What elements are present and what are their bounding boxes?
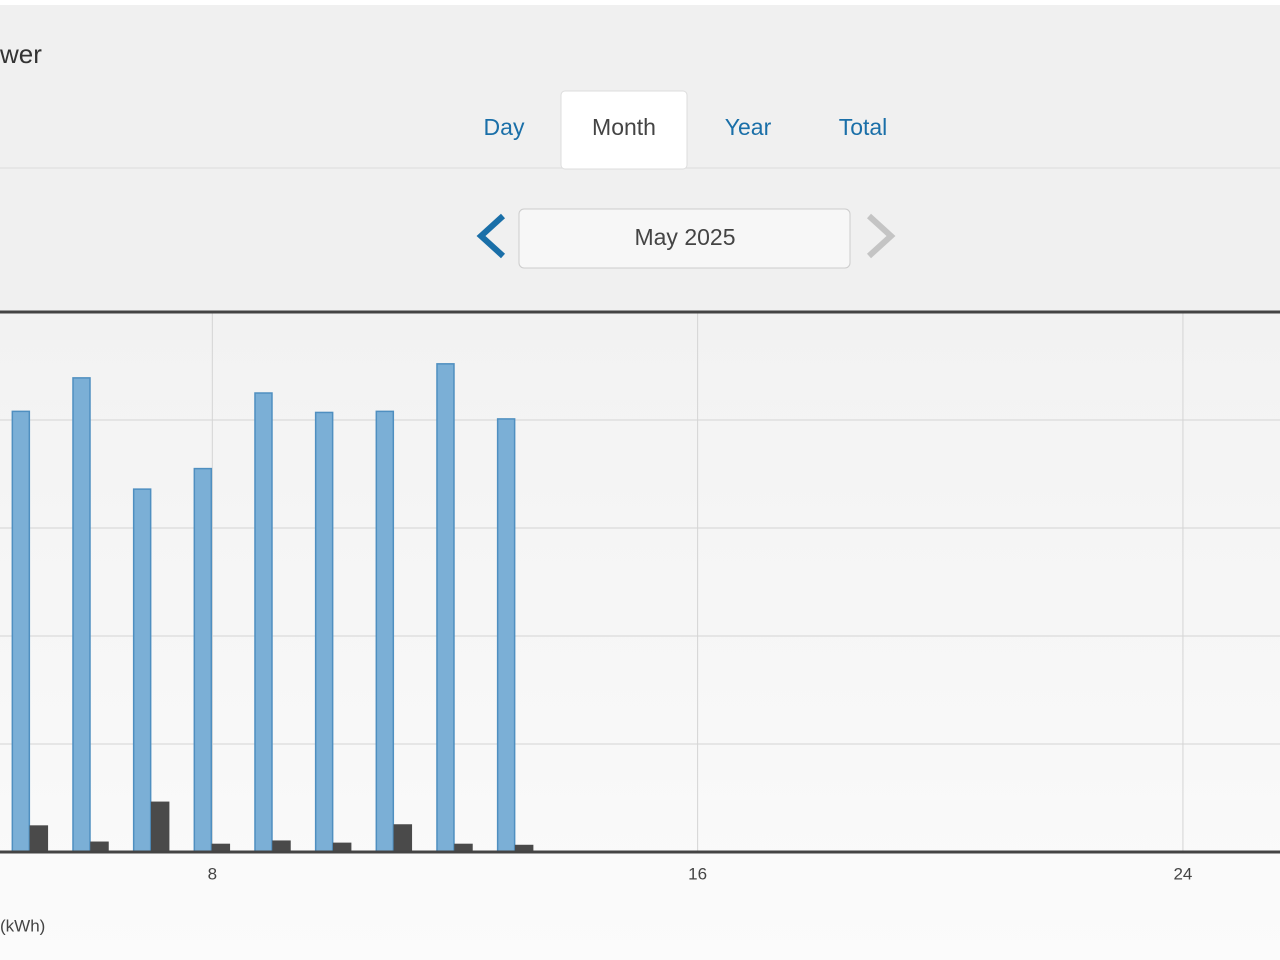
tab[interactable]: Total	[839, 114, 888, 140]
plot: 8 16 24	[0, 311, 1280, 883]
prev-arrow[interactable]	[476, 213, 506, 259]
tab[interactable]: Year	[725, 114, 772, 140]
bar	[375, 410, 395, 853]
bar	[132, 488, 152, 853]
bar	[193, 467, 213, 853]
period-box[interactable]	[518, 208, 851, 269]
bar	[11, 410, 31, 853]
period-label: May 2025	[634, 224, 735, 250]
bar	[150, 801, 170, 853]
x-tick-label: 16	[688, 864, 707, 883]
bar	[254, 392, 273, 853]
bar	[496, 418, 516, 853]
bar	[436, 363, 455, 853]
active-tab[interactable]	[560, 90, 688, 170]
bar	[29, 825, 49, 853]
tab[interactable]: Day	[484, 114, 525, 140]
x-tick-label: 8	[208, 864, 217, 883]
x-tick-label: 24	[1173, 864, 1192, 883]
tab[interactable]: Month	[592, 114, 656, 140]
unit-label: (kWh)	[0, 916, 45, 935]
next-arrow[interactable]	[866, 213, 896, 259]
tab-bar: Day Month Year Total	[484, 90, 888, 170]
bar	[393, 824, 413, 853]
bar	[314, 411, 334, 853]
page-title: wer	[0, 39, 42, 69]
bar	[72, 377, 91, 853]
bar	[272, 840, 291, 853]
